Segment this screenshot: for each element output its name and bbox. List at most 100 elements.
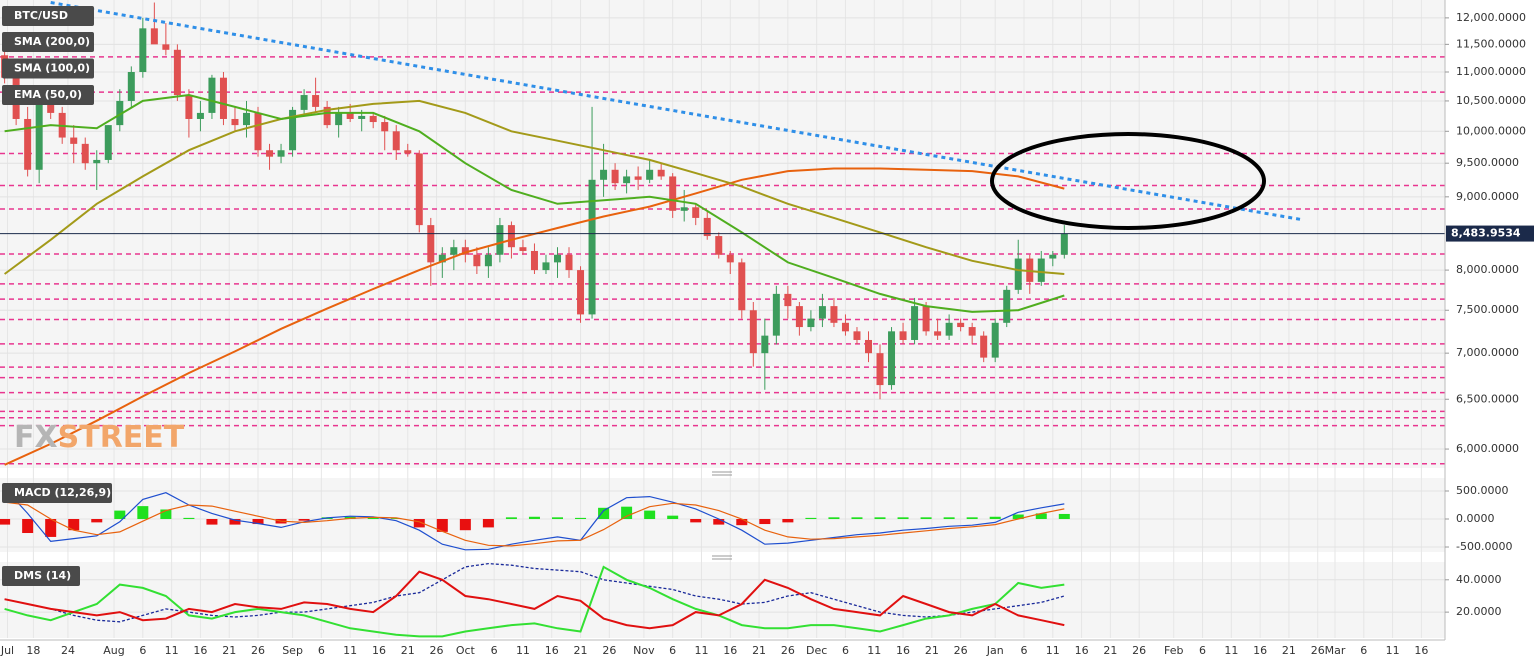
candle-body <box>807 318 815 328</box>
legend-entry-box <box>2 85 94 105</box>
candle-body <box>300 95 308 110</box>
x-tick-label: 16 <box>723 644 737 657</box>
legend-entry: SMA (200,0) <box>14 35 90 48</box>
histogram-bar <box>229 519 241 525</box>
histogram-bar <box>897 517 909 520</box>
histogram-bar <box>575 517 587 520</box>
candle-body <box>795 306 803 328</box>
x-tick-label: 26 <box>1311 644 1325 657</box>
candle-body <box>761 335 769 354</box>
x-tick-label: 21 <box>925 644 939 657</box>
candle-body <box>392 131 400 151</box>
histogram-bar <box>137 506 149 520</box>
x-tick-label: 26 <box>781 644 795 657</box>
candle-body <box>772 293 780 336</box>
candle-body <box>70 137 78 144</box>
candle-body <box>266 150 274 157</box>
candle-body <box>104 125 112 160</box>
histogram-bar <box>298 519 310 521</box>
x-tick-label: 18 <box>26 644 40 657</box>
histogram-bar <box>805 517 817 520</box>
plot-area <box>0 487 1070 551</box>
candle-body <box>150 28 158 45</box>
candle-body <box>957 322 965 328</box>
moving-average <box>4 99 1065 275</box>
x-tick-label: 24 <box>61 644 75 657</box>
candle-body <box>876 353 884 386</box>
candle-body <box>542 262 550 271</box>
x-tick-label: Sep <box>282 644 303 657</box>
candle-body <box>196 112 204 119</box>
candle-body <box>173 49 181 96</box>
x-tick-label: Feb <box>1164 644 1183 657</box>
x-tick-label: 11 <box>867 644 881 657</box>
histogram-bar <box>252 519 264 525</box>
candle-body <box>634 176 642 180</box>
candle-body <box>461 247 469 255</box>
candle-body <box>726 254 734 263</box>
candle-body <box>484 254 492 267</box>
last-price-box <box>1446 225 1534 242</box>
chart-title-box <box>2 483 112 503</box>
histogram-bar <box>874 517 886 520</box>
histogram-bar <box>0 519 11 525</box>
histogram-bar <box>160 509 172 520</box>
candle-body <box>864 339 872 354</box>
histogram-bar <box>644 510 656 520</box>
x-tick-label: 6 <box>1360 644 1367 657</box>
x-tick-label: 6 <box>669 644 676 657</box>
candle-body <box>841 322 849 332</box>
candle-body <box>934 331 942 336</box>
candle-body <box>231 118 239 126</box>
x-tick-label: 11 <box>694 644 708 657</box>
highlight-ellipse <box>990 132 1266 230</box>
candle-body <box>219 77 227 119</box>
candle-body <box>646 169 654 180</box>
histogram-bar <box>367 517 379 520</box>
legend-entry: EMA (50,0) <box>14 88 82 101</box>
candle-body <box>818 306 826 319</box>
candle-body <box>577 270 585 315</box>
candle-body <box>657 169 665 177</box>
dms-line <box>4 562 1065 623</box>
histogram-bar <box>528 516 540 520</box>
histogram-bar <box>1035 513 1047 520</box>
histogram-bar <box>759 519 771 525</box>
chart-title: MACD (12,26,9) <box>14 486 111 499</box>
histogram-bar <box>114 510 126 520</box>
candle-body <box>611 169 619 184</box>
candle-body <box>600 169 608 180</box>
x-tick-label: 21 <box>222 644 236 657</box>
candle-body <box>185 95 193 119</box>
watermark-a: FX <box>14 420 58 455</box>
candle-body <box>669 176 677 211</box>
legend-entry: SMA (100,0) <box>14 62 90 75</box>
candle-body <box>289 109 297 151</box>
histogram-bar <box>551 517 563 520</box>
y-tick-label: 6,500.0000 <box>1456 392 1519 405</box>
candle-body <box>335 112 343 126</box>
y-tick-label: 9,000.0000 <box>1456 190 1519 203</box>
x-tick-label: 16 <box>545 644 559 657</box>
x-tick-label: 16 <box>1414 644 1428 657</box>
chart-title: DMS (14) <box>14 569 71 582</box>
histogram-bar <box>436 519 448 532</box>
candle-body <box>47 100 55 113</box>
candle-body <box>749 310 757 354</box>
y-tick-label: 9,500.0000 <box>1456 156 1519 169</box>
candle-body <box>358 115 366 119</box>
candle-body <box>738 262 746 311</box>
x-tick-label: 16 <box>193 644 207 657</box>
candle-body <box>623 176 631 184</box>
chart-title: BTC/USD <box>14 9 68 22</box>
candle-body <box>945 322 953 336</box>
candle-body <box>519 247 527 251</box>
candle-body <box>784 293 792 307</box>
x-tick-label: 6 <box>491 644 498 657</box>
x-tick-label: 11 <box>1386 644 1400 657</box>
candle-body <box>1003 289 1011 323</box>
chart-title-box <box>2 566 80 586</box>
y-tick-label: -500.0000 <box>1456 540 1512 553</box>
x-tick-label: 11 <box>165 644 179 657</box>
histogram-bar <box>206 519 218 525</box>
